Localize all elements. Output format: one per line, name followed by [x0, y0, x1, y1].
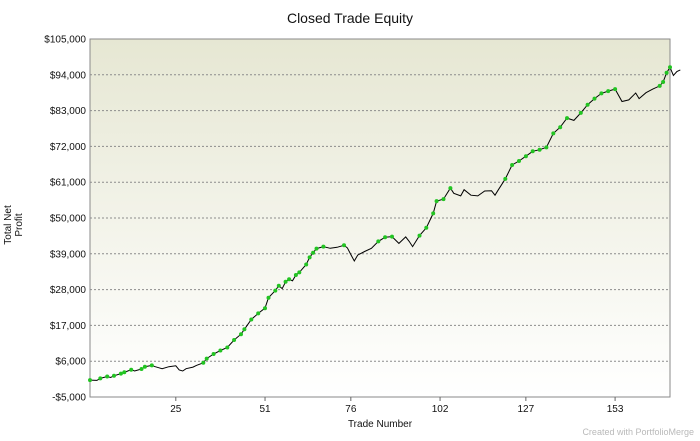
new-high-marker [249, 317, 254, 322]
new-high-marker [204, 356, 209, 361]
new-high-marker [441, 197, 446, 202]
new-high-marker [314, 246, 319, 251]
new-high-marker [218, 348, 223, 353]
new-high-marker [523, 154, 528, 159]
new-high-marker [98, 376, 103, 381]
x-tick-label: 153 [607, 404, 624, 415]
y-tick-label: $105,000 [44, 35, 86, 46]
new-high-marker [287, 277, 292, 282]
new-high-marker [273, 288, 278, 293]
new-high-marker [558, 125, 563, 130]
new-high-marker [417, 233, 422, 238]
new-high-marker [112, 373, 116, 378]
y-tick-labels: -$5,000 $6,000 $17,000 $28,000 $39,000 $50,00… [44, 35, 86, 404]
new-high-marker [530, 149, 535, 154]
new-high-marker [297, 270, 302, 275]
y-tick-label: $6,000 [55, 357, 86, 368]
new-high-marker [661, 80, 666, 84]
new-high-marker [118, 371, 123, 376]
new-high-marker [242, 327, 247, 332]
x-tick-labels: 25 51 76 102 127 153 [170, 397, 624, 415]
y-tick-label: $39,000 [50, 249, 87, 260]
new-high-marker [657, 83, 662, 88]
x-tick-label: 127 [518, 404, 535, 415]
y-tick-label: $28,000 [50, 285, 87, 296]
new-high-marker [239, 332, 243, 337]
new-high-marker [321, 244, 326, 249]
new-high-marker [266, 295, 271, 300]
new-high-marker [424, 225, 429, 230]
new-high-marker [551, 131, 556, 136]
new-high-marker [585, 102, 590, 107]
new-high-marker [668, 65, 672, 70]
new-high-marker [390, 234, 394, 239]
new-high-marker [225, 345, 230, 350]
watermark: Created with PortfolioMerge [582, 427, 694, 437]
new-high-marker [434, 199, 439, 204]
grid-lines [90, 74, 670, 362]
new-high-marker [105, 374, 110, 379]
new-high-marker [517, 159, 521, 163]
new-high-marker [88, 378, 92, 383]
new-high-marker [578, 110, 583, 115]
x-tick-label: 51 [259, 404, 271, 415]
x-tick-label: 76 [345, 404, 357, 415]
new-high-marker [142, 364, 147, 369]
new-high-marker [122, 370, 127, 375]
new-high-marker [510, 163, 515, 167]
new-high-marker [565, 116, 569, 121]
new-high-marker [613, 87, 618, 92]
new-high-marker [232, 338, 237, 342]
new-high-marker [431, 211, 436, 216]
new-high-marker [293, 273, 298, 277]
y-tick-label: $17,000 [50, 321, 87, 332]
x-tick-label: 25 [170, 404, 182, 415]
new-high-marker [376, 239, 381, 244]
new-high-marker [544, 145, 549, 150]
new-high-marker [311, 250, 316, 255]
y-tick-label: $94,000 [50, 70, 87, 81]
chart-title: Closed Trade Equity [286, 10, 414, 26]
new-high-marker [276, 283, 281, 288]
new-high-marker [503, 176, 508, 181]
series-layer [88, 65, 681, 383]
new-high-marker [307, 255, 312, 260]
new-high-marker [606, 89, 611, 94]
new-high-marker [592, 96, 597, 101]
new-high-marker [537, 147, 542, 152]
y-tick-label: $83,000 [50, 106, 87, 117]
new-high-marker [263, 306, 267, 311]
y-tick-label: -$5,000 [52, 393, 86, 404]
new-high-marker [283, 279, 288, 284]
x-tick-label: 102 [432, 404, 449, 415]
new-high-marker [129, 367, 134, 372]
new-high-marker [448, 186, 453, 191]
y-tick-label: $61,000 [50, 178, 87, 189]
new-high-marker [383, 235, 388, 240]
new-high-marker [211, 352, 216, 356]
y-tick-label: $50,000 [50, 214, 87, 225]
new-high-marker [342, 243, 346, 248]
new-high-marker [139, 367, 144, 371]
new-high-marker [149, 363, 154, 368]
new-high-marker [664, 70, 669, 75]
new-high-marker [599, 91, 604, 96]
new-high-marker [256, 311, 261, 316]
new-high-marker [304, 262, 309, 267]
x-axis-label: Trade Number [347, 419, 413, 430]
y-tick-label: $72,000 [50, 142, 87, 153]
new-high-marker [201, 360, 206, 365]
